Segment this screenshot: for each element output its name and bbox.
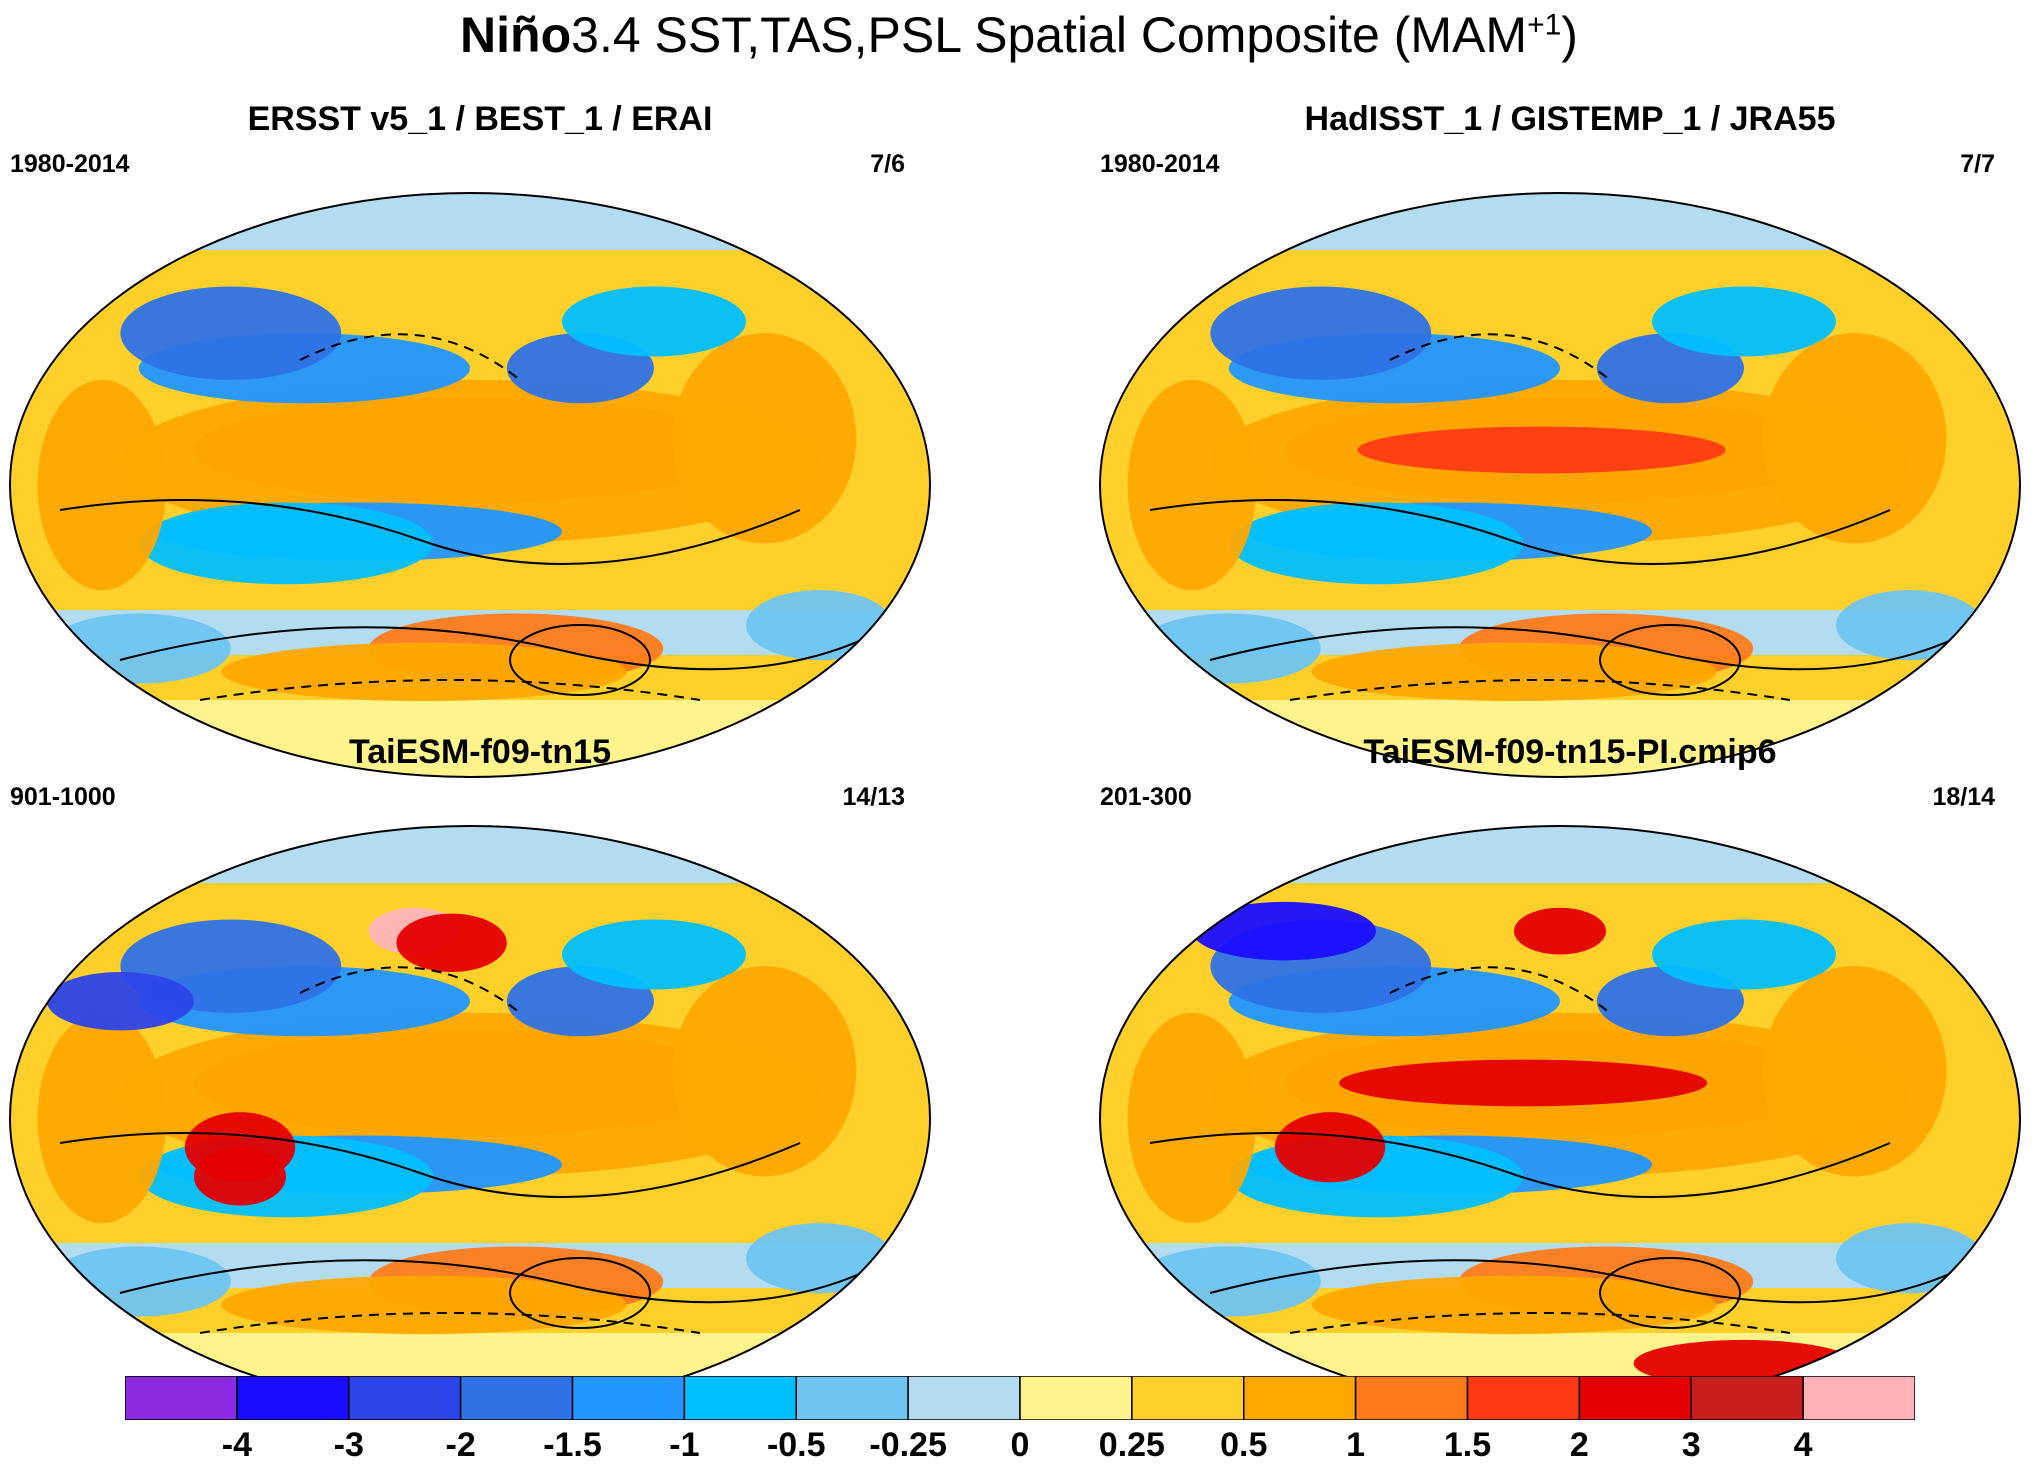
colorbar-swatch [1019, 1376, 1133, 1420]
colorbar-swatch [907, 1376, 1021, 1420]
panel-count: 7/6 [870, 150, 905, 178]
title-close: ) [1561, 7, 1578, 63]
colorbar-swatch [571, 1376, 686, 1420]
psl-contours [59, 333, 901, 701]
colorbar-swatch [348, 1376, 462, 1420]
psl-contours [1149, 333, 1991, 701]
colorbar-swatch [1578, 1376, 1692, 1420]
panel-taiesm-pi: TaiESM-f09-tn15-PI.cmip6 201-300 18/14 [1090, 733, 2038, 1413]
colorbar-swatch [236, 1376, 350, 1420]
colorbar-tick-label: 1 [1346, 1426, 1366, 1464]
colorbar-tick-label: -0.25 [869, 1426, 947, 1464]
title-superscript: +1 [1527, 8, 1562, 42]
psl-contours [59, 966, 901, 1334]
colorbar [125, 1376, 1915, 1420]
panel-title: ERSST v5_1 / BEST_1 / ERAI [247, 100, 713, 138]
panel-title: TaiESM-f09-tn15 [349, 733, 611, 771]
colorbar-swatch [683, 1376, 797, 1420]
panel-erssst: ERSST v5_1 / BEST_1 / ERAI 1980-2014 7/6 [0, 100, 960, 780]
colorbar-tick-label: -4 [221, 1426, 252, 1464]
panel-count: 18/14 [1932, 783, 1995, 811]
panel-period: 201-300 [1100, 783, 1192, 811]
colorbar-swatch [1243, 1376, 1357, 1420]
colorbar-tick-label: 0.5 [1220, 1426, 1268, 1464]
colorbar-swatch [795, 1376, 909, 1420]
colorbar-swatch [1466, 1376, 1581, 1420]
world-map [9, 825, 931, 1411]
colorbar-swatch [125, 1376, 238, 1420]
colorbar-tick-label: 0 [1010, 1426, 1030, 1464]
colorbar-tick-label: -2 [445, 1426, 476, 1464]
map-border [1099, 192, 2021, 778]
panel-period: 1980-2014 [10, 150, 130, 178]
panel-taiesm: TaiESM-f09-tn15 901-1000 14/13 [0, 733, 960, 1413]
colorbar-tick-label: -3 [333, 1426, 364, 1464]
world-map [9, 192, 931, 778]
panel-count: 7/7 [1960, 150, 1995, 178]
panel-title: TaiESM-f09-tn15-PI.cmip6 [1363, 733, 1777, 771]
colorbar-swatch [1690, 1376, 1804, 1420]
title-rest: 3.4 SST,TAS,PSL Spatial Composite (MAM [571, 7, 1528, 63]
title-bold-part: Niño [460, 7, 572, 63]
colorbar-swatch [1354, 1376, 1469, 1420]
colorbar-tick-label: -1.5 [543, 1426, 602, 1464]
panel-count: 14/13 [842, 783, 905, 811]
colorbar-tick-label: 2 [1569, 1426, 1589, 1464]
colorbar-swatch [1802, 1376, 1915, 1420]
psl-contours [1149, 966, 1991, 1334]
panel-period: 1980-2014 [1100, 150, 1220, 178]
colorbar-swatch [459, 1376, 574, 1420]
colorbar-tick-label: 3 [1681, 1426, 1701, 1464]
panel-title: HadISST_1 / GISTEMP_1 / JRA55 [1304, 100, 1836, 138]
world-map [1099, 192, 2021, 778]
colorbar-tick-label: 0.25 [1098, 1426, 1165, 1464]
figure-title: Niño3.4 SST,TAS,PSL Spatial Composite (M… [0, 6, 2038, 64]
panel-hadisst: HadISST_1 / GISTEMP_1 / JRA55 1980-2014 … [1090, 100, 2038, 780]
colorbar-swatch [1131, 1376, 1245, 1420]
colorbar-tick-label: 4 [1793, 1426, 1813, 1464]
world-map [1099, 825, 2021, 1411]
colorbar-tick-label: -1 [669, 1426, 700, 1464]
colorbar-tick-label: 1.5 [1443, 1426, 1492, 1464]
map-border [9, 192, 931, 778]
panel-period: 901-1000 [10, 783, 116, 811]
colorbar-tick-label: -0.5 [766, 1426, 826, 1464]
